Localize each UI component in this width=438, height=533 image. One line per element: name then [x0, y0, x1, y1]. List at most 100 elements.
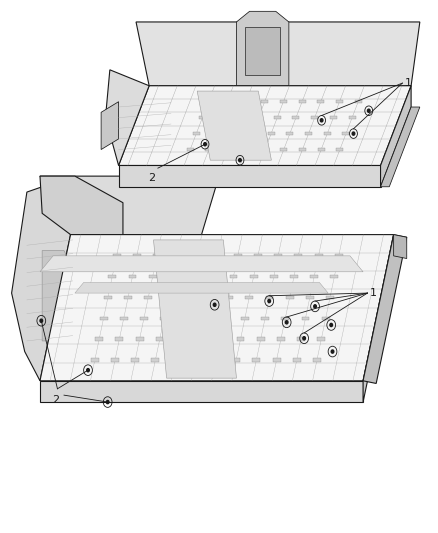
Bar	[136, 337, 144, 341]
Bar	[149, 275, 157, 279]
Polygon shape	[363, 235, 394, 402]
Polygon shape	[40, 176, 123, 235]
Polygon shape	[101, 102, 119, 150]
Bar	[232, 358, 240, 362]
Bar	[224, 100, 231, 103]
Bar	[218, 116, 225, 119]
Bar	[205, 148, 212, 151]
Bar	[324, 132, 331, 135]
Bar	[124, 296, 132, 300]
Circle shape	[40, 319, 42, 322]
Bar	[196, 337, 204, 341]
Polygon shape	[197, 91, 272, 160]
Bar	[216, 337, 224, 341]
Circle shape	[314, 305, 316, 308]
Bar	[91, 358, 99, 362]
Bar	[293, 116, 300, 119]
Bar	[160, 317, 168, 320]
Bar	[145, 296, 152, 300]
Bar	[302, 317, 309, 320]
Bar	[286, 296, 293, 300]
Bar	[153, 254, 161, 257]
Bar	[318, 148, 325, 151]
Polygon shape	[363, 235, 407, 383]
Bar	[225, 296, 233, 300]
Bar	[165, 296, 173, 300]
Text: 1: 1	[405, 78, 412, 88]
Bar	[286, 132, 293, 135]
Bar	[243, 148, 250, 151]
Bar	[173, 254, 181, 257]
Bar	[108, 275, 116, 279]
Polygon shape	[40, 381, 363, 402]
Bar	[205, 296, 213, 300]
Bar	[261, 148, 268, 151]
Text: 2: 2	[148, 173, 155, 183]
Bar	[290, 275, 298, 279]
Bar	[257, 337, 265, 341]
Bar	[185, 296, 193, 300]
Bar	[116, 337, 124, 341]
Bar	[261, 317, 269, 320]
Bar	[180, 317, 188, 320]
Bar	[189, 275, 197, 279]
Polygon shape	[245, 27, 280, 75]
Polygon shape	[381, 107, 420, 187]
Bar	[322, 317, 330, 320]
Bar	[133, 254, 141, 257]
Bar	[199, 116, 206, 119]
Bar	[152, 358, 159, 362]
Polygon shape	[136, 22, 420, 86]
Bar	[221, 317, 229, 320]
Bar	[293, 358, 301, 362]
Bar	[252, 358, 260, 362]
Bar	[129, 275, 136, 279]
Bar	[355, 100, 362, 103]
Bar	[277, 337, 285, 341]
Polygon shape	[153, 240, 237, 378]
Polygon shape	[40, 256, 363, 272]
Bar	[336, 100, 343, 103]
Bar	[261, 100, 268, 103]
Bar	[299, 148, 306, 151]
Bar	[192, 358, 200, 362]
Bar	[176, 337, 184, 341]
Bar	[230, 275, 237, 279]
Bar	[274, 116, 281, 119]
Circle shape	[239, 159, 241, 162]
Bar	[272, 358, 280, 362]
Circle shape	[204, 143, 206, 146]
Bar	[205, 100, 212, 103]
Bar	[270, 275, 278, 279]
Bar	[99, 317, 107, 320]
Text: 1: 1	[370, 288, 377, 298]
Bar	[131, 358, 139, 362]
Bar	[209, 275, 217, 279]
Circle shape	[286, 321, 288, 324]
Bar	[349, 116, 356, 119]
Bar	[326, 296, 334, 300]
Bar	[343, 132, 350, 135]
Bar	[95, 337, 103, 341]
Bar	[297, 337, 305, 341]
Bar	[306, 296, 314, 300]
Bar	[265, 296, 273, 300]
Bar	[313, 358, 321, 362]
Circle shape	[352, 132, 355, 135]
Bar	[299, 100, 306, 103]
Polygon shape	[119, 165, 381, 187]
Bar	[214, 254, 222, 257]
Bar	[111, 358, 119, 362]
Circle shape	[331, 350, 334, 353]
Bar	[314, 254, 322, 257]
Bar	[305, 132, 312, 135]
Bar	[243, 100, 249, 103]
Polygon shape	[119, 86, 411, 165]
Polygon shape	[237, 11, 289, 86]
Polygon shape	[75, 282, 328, 293]
Bar	[268, 132, 275, 135]
Bar	[113, 254, 120, 257]
Polygon shape	[40, 235, 394, 381]
Circle shape	[320, 119, 323, 122]
Bar	[193, 132, 200, 135]
